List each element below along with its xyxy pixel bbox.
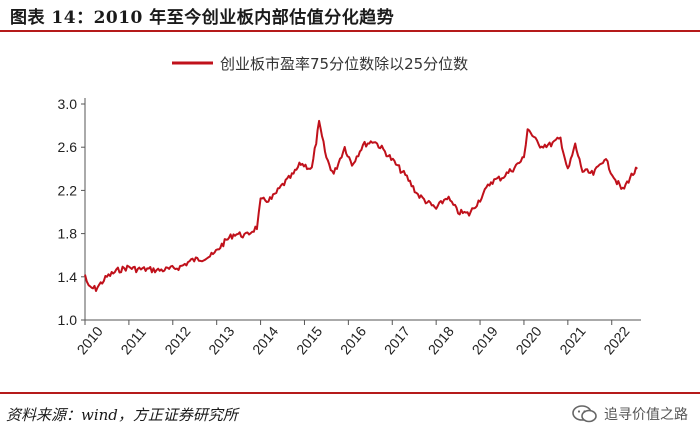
x-tick-label: 2013: [205, 323, 237, 357]
line-chart: 1.01.41.82.22.63.0 2010 2011 2012 2013 2014 2…: [58, 55, 641, 357]
legend: 创业板市盈率75分位数除以25分位数: [172, 55, 468, 73]
bottom-rule: [0, 392, 700, 394]
x-tick-label: 2022: [600, 323, 632, 357]
x-tick-label: 2014: [249, 323, 281, 357]
watermark: 追寻价值之路: [572, 404, 688, 424]
x-tick-label: 2011: [117, 324, 149, 358]
x-tick-label: 2017: [381, 323, 413, 357]
x-tick-label: 2020: [512, 323, 544, 357]
y-tick-label: 1.0: [58, 312, 78, 328]
x-tick-label: 2015: [293, 323, 325, 357]
x-axis-ticks: 2010 2011 2012 2013 2014 2015 2016 2017 2018 2019…: [74, 320, 633, 357]
series-layer: [84, 119, 638, 292]
y-tick-label: 2.2: [58, 182, 78, 198]
x-tick-label: 2010: [74, 323, 106, 357]
y-tick-label: 3.0: [58, 96, 78, 112]
x-tick-label: 2019: [469, 323, 501, 357]
series-line: [84, 119, 638, 292]
wechat-icon: [572, 405, 597, 423]
chart-axes: [84, 98, 641, 321]
x-tick-label: 2018: [425, 323, 457, 357]
y-axis-ticks: 1.0 1.4 1.8 2.2 2.6 3.0: [58, 96, 85, 328]
x-tick-label: 2016: [337, 323, 369, 357]
x-tick-label: 2021: [556, 323, 588, 357]
watermark-text: 追寻价值之路: [604, 407, 688, 423]
x-tick-label: 2012: [161, 323, 193, 357]
y-tick-label: 2.6: [58, 139, 78, 155]
y-tick-label: 1.4: [58, 269, 78, 285]
top-rule: [0, 30, 700, 32]
y-tick-label: 1.8: [58, 226, 78, 242]
figure-title: 图表 14：2010 年至今创业板内部估值分化趋势: [10, 8, 395, 28]
legend-label: 创业板市盈率75分位数除以25分位数: [220, 55, 468, 73]
source-note: 资料来源：wind，方正证券研究所: [6, 406, 238, 424]
